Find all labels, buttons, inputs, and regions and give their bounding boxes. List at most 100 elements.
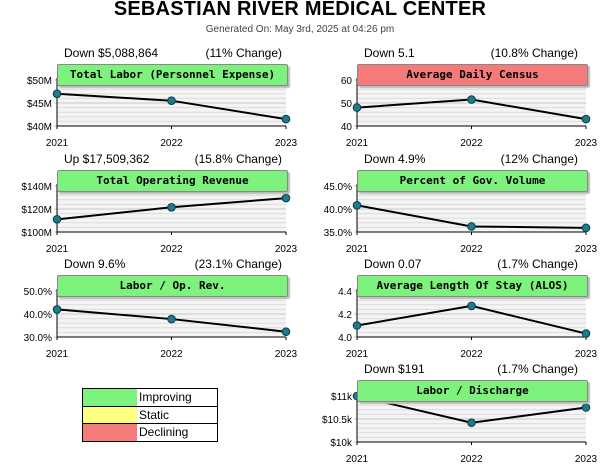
data-point <box>167 314 176 324</box>
generated-timestamp: Generated On: May 3rd, 2025 at 04:26 pm <box>205 24 395 35</box>
percent-change-text: (11% Change) <box>205 46 283 60</box>
data-point <box>467 95 476 104</box>
percent-change-text: (12% Change) <box>500 152 578 166</box>
y-tick-label: 4.2 <box>338 310 352 321</box>
chart-svg: 35.0% 40.0% 45.0% 2021 2022 2023 <box>324 182 598 255</box>
chart-title: Average Daily Census <box>357 64 588 86</box>
y-tick-label: 50 <box>341 99 353 110</box>
x-tick-label: 2023 <box>575 349 598 360</box>
chart-panel-labor-discharge: Down $191 (1.7% Change) $10k $10.5k $11k 20… <box>300 362 600 467</box>
data-point <box>352 201 362 210</box>
y-tick-label: $10k <box>330 438 353 449</box>
legend-label: Static <box>139 408 170 422</box>
chart-svg: $10k $10.5k $11k 2021 2022 2023 <box>322 391 598 465</box>
legend-swatch-static <box>83 407 137 424</box>
data-point <box>467 418 476 427</box>
x-tick-label: 2023 <box>575 244 598 255</box>
x-tick-label: 2022 <box>160 349 183 360</box>
data-point <box>467 301 476 311</box>
change-text: Down 5.1 <box>364 46 415 60</box>
chart-svg: $100M $120M $140M 2021 2022 2023 <box>21 182 298 255</box>
x-tick-label: 2021 <box>346 349 369 360</box>
chart-title: Percent of Gov. Volume <box>357 170 588 192</box>
x-tick-label: 2021 <box>346 138 369 149</box>
percent-change-text: (10.8% Change) <box>490 46 578 60</box>
percent-change-text: (23.1% Change) <box>194 257 282 271</box>
x-tick-label: 2022 <box>460 138 483 149</box>
legend-label: Improving <box>139 390 192 404</box>
x-tick-label: 2023 <box>275 244 298 255</box>
data-point <box>352 103 362 112</box>
y-tick-label: 4.4 <box>338 287 352 298</box>
chart-panel-average-daily-census: Down 5.1 (10.8% Change) 40 50 60 2021 2022 20… <box>300 46 600 151</box>
page-title: SEBASTIAN RIVER MEDICAL CENTER <box>113 0 487 20</box>
chart-panel-total-operating-revenue: Up $17,509,362 (15.8% Change) $100M $120M… <box>0 152 300 257</box>
y-tick-label: $50M <box>27 76 52 87</box>
data-point <box>281 193 291 203</box>
chart-title: Average Length Of Stay (ALOS) <box>357 275 588 297</box>
y-tick-label: $10.5k <box>322 415 353 426</box>
data-point <box>52 89 62 99</box>
y-tick-label: 40.0% <box>324 205 352 216</box>
y-tick-label: $120M <box>21 205 52 216</box>
legend-item-improving: Improving <box>83 389 217 406</box>
y-tick-label: 40 <box>341 122 353 133</box>
chart-title: Labor / Op. Rev. <box>57 275 288 297</box>
x-tick-label: 2021 <box>46 349 69 360</box>
data-point <box>352 321 362 330</box>
chart-title: Total Labor (Personnel Expense) <box>57 64 288 86</box>
data-point <box>52 305 62 314</box>
data-point <box>581 223 591 233</box>
y-tick-label: 50.0% <box>24 287 52 298</box>
x-tick-label: 2021 <box>46 244 69 255</box>
legend-swatch-declining <box>83 424 137 441</box>
chart-svg: 40 50 60 2021 2022 2023 <box>341 76 598 149</box>
x-tick-label: 2021 <box>346 454 369 465</box>
y-tick-label: 45.0% <box>324 182 352 193</box>
legend-item-static: Static <box>83 406 217 424</box>
data-point <box>581 114 591 124</box>
x-tick-label: 2023 <box>275 138 298 149</box>
y-tick-label: 30.0% <box>24 333 52 344</box>
change-text: Down 4.9% <box>364 152 426 166</box>
x-tick-label: 2022 <box>460 244 483 255</box>
chart-title: Labor / Discharge <box>357 380 588 402</box>
y-tick-label: 35.0% <box>324 228 352 239</box>
data-point <box>52 215 62 224</box>
x-tick-label: 2022 <box>460 349 483 360</box>
data-point <box>281 114 291 124</box>
legend-swatch-improving <box>83 389 137 406</box>
x-tick-label: 2023 <box>575 454 598 465</box>
change-text: Down $191 <box>364 362 425 376</box>
y-tick-label: $40M <box>27 122 52 133</box>
chart-panel-total-labor: Down $5,088,864 (11% Change) $40M $45M $50… <box>0 46 300 151</box>
x-tick-label: 2022 <box>160 138 183 149</box>
chart-panel-percent-gov-volume: Down 4.9% (12% Change) 35.0% 40.0% 45.0% 20… <box>300 152 600 257</box>
change-text: Down $5,088,864 <box>64 46 159 60</box>
data-point <box>581 403 591 412</box>
legend: Improving Static Declining <box>82 388 218 442</box>
percent-change-text: (1.7% Change) <box>497 362 578 376</box>
chart-svg: $40M $45M $50M 2021 2022 2023 <box>27 76 298 149</box>
legend-item-declining: Declining <box>83 423 217 441</box>
chart-title: Total Operating Revenue <box>57 170 288 192</box>
chart-svg: 4.0 4.2 4.4 2021 2022 2023 <box>338 287 598 360</box>
legend-label: Declining <box>139 425 189 439</box>
y-tick-label: 40.0% <box>24 310 52 321</box>
x-tick-label: 2023 <box>575 138 598 149</box>
x-tick-label: 2021 <box>346 244 369 255</box>
x-tick-label: 2023 <box>275 349 298 360</box>
data-point <box>167 202 176 212</box>
y-tick-label: $45M <box>27 99 52 110</box>
chart-svg: 30.0% 40.0% 50.0% 2021 2022 2023 <box>24 287 298 360</box>
x-tick-label: 2022 <box>460 454 483 465</box>
chart-panel-alos: Down 0.07 (1.7% Change) 4.0 4.2 4.4 2021 202… <box>300 257 600 362</box>
y-tick-label: $11k <box>331 392 353 403</box>
change-text: Down 0.07 <box>364 257 422 271</box>
y-tick-label: $140M <box>21 182 52 193</box>
data-point <box>167 96 176 106</box>
percent-change-text: (15.8% Change) <box>194 152 282 166</box>
chart-panel-labor-op-rev: Down 9.6% (23.1% Change) 30.0% 40.0% 50.0%… <box>0 257 300 362</box>
y-tick-label: 4.0 <box>338 333 352 344</box>
change-text: Down 9.6% <box>64 257 126 271</box>
